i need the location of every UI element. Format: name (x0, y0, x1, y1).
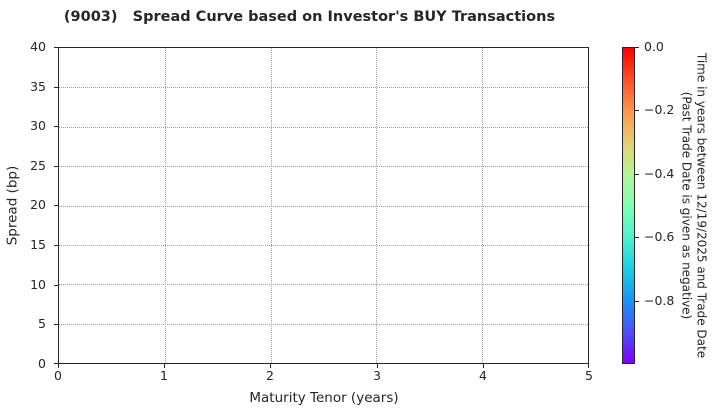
y-tick-label-35: 35 (30, 79, 46, 94)
gridline-h-20 (59, 205, 588, 207)
y-tick-label-20: 20 (30, 197, 46, 212)
colorbar-label-line2: (Past Trade Date is given as negative) (680, 91, 694, 320)
colorbar-tick-label-08: −0.8 (644, 293, 675, 308)
colorbar-tick-label-06: −0.6 (644, 229, 675, 244)
y-tick-label-5: 5 (38, 316, 46, 331)
x-tick-mark (58, 364, 59, 368)
colorbar-gradient (622, 47, 635, 364)
colorbar-tick-label-0: 0.0 (644, 39, 664, 54)
y-tick-mark (54, 87, 58, 88)
colorbar-axis-label: Time in years between 12/19/2025 and Tra… (680, 0, 709, 416)
colorbar-tick-mark (635, 301, 639, 302)
y-axis-label: Spread (bp) (4, 165, 21, 246)
x-tick-mark (483, 364, 484, 368)
y-tick-label-40: 40 (30, 39, 46, 54)
plot-area (58, 47, 589, 364)
y-tick-label-15: 15 (30, 237, 46, 252)
x-tick-label-1: 1 (160, 368, 168, 383)
y-tick-label-30: 30 (30, 118, 46, 133)
colorbar-tick-label-02: −0.2 (644, 102, 675, 117)
y-tick-mark (54, 126, 58, 127)
gridline-h-30 (59, 126, 588, 128)
x-tick-label-2: 2 (266, 368, 274, 383)
colorbar-label-line1: Time in years between 12/19/2025 and Tra… (694, 52, 709, 359)
y-tick-mark (54, 285, 58, 286)
colorbar-tick-mark (635, 237, 639, 238)
x-tick-mark (588, 364, 589, 368)
chart-title: (9003) Spread Curve based on Investor's … (63, 9, 556, 25)
y-tick-mark (54, 245, 58, 246)
colorbar-tick-mark (635, 174, 639, 175)
y-tick-label-25: 25 (30, 158, 46, 173)
y-tick-mark (54, 324, 58, 325)
colorbar-tick-mark (635, 47, 639, 48)
gridline-h-10 (59, 284, 588, 286)
y-tick-label-10: 10 (30, 277, 46, 292)
gridline-h-25 (59, 166, 588, 168)
x-tick-mark (164, 364, 165, 368)
x-tick-mark (270, 364, 271, 368)
x-tick-label-3: 3 (373, 368, 381, 383)
gridline-h-15 (59, 244, 588, 246)
y-tick-mark (54, 47, 58, 48)
x-tick-label-4: 4 (479, 368, 487, 383)
gridline-h-35 (59, 87, 588, 89)
y-tick-mark (54, 363, 58, 364)
x-axis-label: Maturity Tenor (years) (249, 390, 399, 406)
y-tick-mark (54, 205, 58, 206)
x-tick-mark (377, 364, 378, 368)
colorbar-tick-mark (635, 110, 639, 111)
x-tick-label-5: 5 (585, 368, 593, 383)
y-tick-mark (54, 166, 58, 167)
colorbar-tick-label-04: −0.4 (644, 166, 675, 181)
x-tick-label-0: 0 (54, 368, 62, 383)
gridline-h-5 (59, 323, 588, 325)
y-tick-label-0: 0 (38, 356, 46, 371)
